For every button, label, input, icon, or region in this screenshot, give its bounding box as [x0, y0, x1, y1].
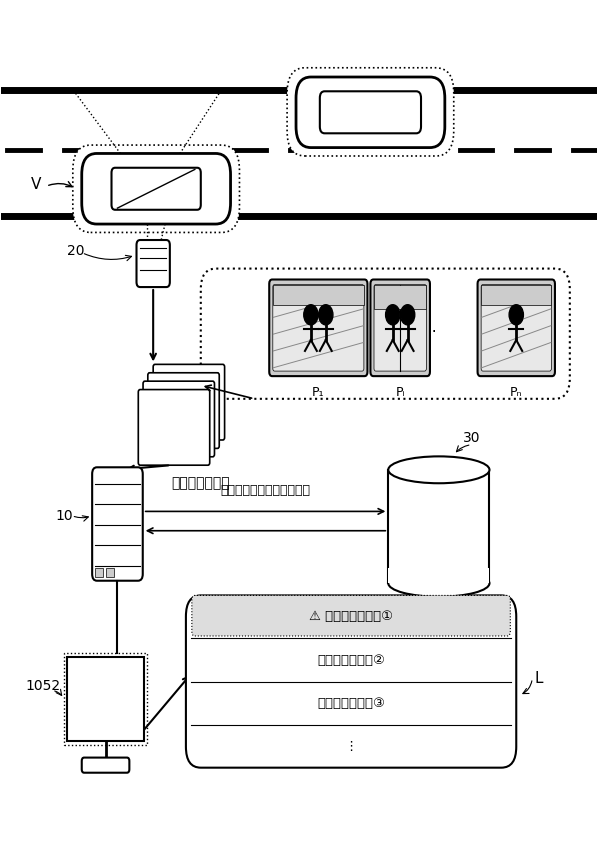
FancyBboxPatch shape [67, 657, 144, 741]
Text: P₁: P₁ [312, 386, 325, 400]
FancyBboxPatch shape [143, 381, 215, 457]
FancyBboxPatch shape [269, 280, 367, 376]
FancyBboxPatch shape [374, 285, 426, 371]
Text: 解析結果、センシング結果: 解析結果、センシング結果 [221, 484, 310, 497]
FancyBboxPatch shape [106, 568, 114, 577]
Text: 10: 10 [55, 508, 72, 523]
Circle shape [304, 304, 318, 325]
FancyBboxPatch shape [82, 153, 231, 224]
FancyBboxPatch shape [73, 145, 239, 233]
Ellipse shape [388, 570, 490, 597]
FancyBboxPatch shape [481, 285, 551, 371]
FancyBboxPatch shape [481, 285, 551, 304]
Text: V: V [31, 177, 41, 192]
FancyBboxPatch shape [95, 568, 103, 577]
FancyBboxPatch shape [153, 364, 225, 440]
Text: データベース: データベース [415, 533, 463, 545]
FancyBboxPatch shape [273, 285, 364, 371]
Text: 30: 30 [463, 431, 480, 444]
Circle shape [386, 304, 400, 325]
Circle shape [401, 304, 415, 325]
Text: Pₙ: Pₙ [510, 386, 523, 400]
FancyBboxPatch shape [192, 595, 510, 636]
FancyBboxPatch shape [186, 595, 516, 768]
Text: ...: ... [423, 319, 437, 335]
FancyBboxPatch shape [388, 568, 490, 583]
Text: L: L [534, 670, 542, 685]
Text: センシング結果②: センシング結果② [317, 653, 385, 667]
FancyBboxPatch shape [136, 240, 170, 287]
FancyBboxPatch shape [370, 280, 430, 376]
FancyBboxPatch shape [201, 269, 570, 399]
Text: ⋮: ⋮ [344, 739, 358, 753]
Text: センシング結果③: センシング結果③ [317, 696, 385, 710]
FancyBboxPatch shape [296, 77, 445, 148]
Text: Pᵢ: Pᵢ [395, 386, 405, 400]
Text: センシング結果: センシング結果 [172, 476, 230, 490]
Text: 20: 20 [67, 244, 84, 258]
FancyBboxPatch shape [82, 758, 129, 773]
Circle shape [319, 304, 333, 325]
FancyBboxPatch shape [320, 91, 421, 133]
Circle shape [509, 304, 523, 325]
FancyBboxPatch shape [388, 470, 490, 583]
Text: 解析結果: 解析結果 [423, 505, 455, 518]
Text: ⚠ センシング結果①: ⚠ センシング結果① [309, 610, 393, 624]
FancyBboxPatch shape [138, 389, 210, 465]
FancyBboxPatch shape [92, 467, 143, 581]
FancyBboxPatch shape [111, 168, 201, 210]
FancyBboxPatch shape [374, 285, 426, 309]
FancyBboxPatch shape [148, 373, 219, 448]
Ellipse shape [388, 456, 490, 483]
Text: ...: ... [314, 319, 328, 335]
FancyBboxPatch shape [287, 67, 454, 156]
FancyBboxPatch shape [478, 280, 555, 376]
FancyBboxPatch shape [273, 285, 364, 304]
Text: 1052: 1052 [25, 679, 60, 693]
